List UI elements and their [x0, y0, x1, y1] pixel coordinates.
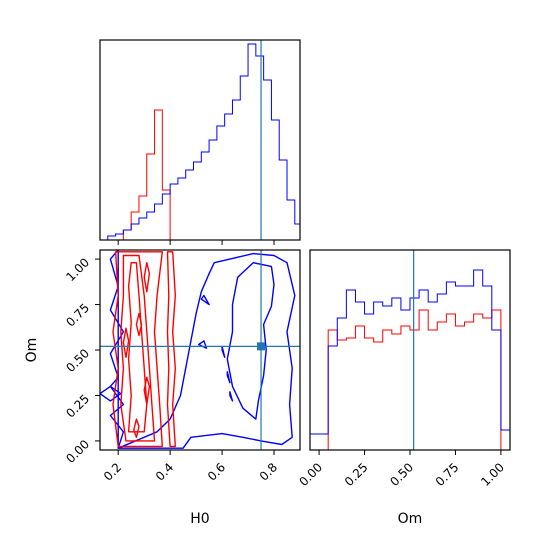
om-x-axis-label: Om — [398, 511, 423, 527]
joint-panel: 0.2 0.4 0.6 0.8 0.00 0.25 0.50 0.75 1.00 H0 Om — [24, 249, 301, 527]
om-x-tick-label: 0.75 — [433, 460, 462, 489]
om-histogram-series — [309, 269, 510, 451]
joint-x-tick-label: 0.4 — [153, 460, 176, 483]
joint-x-tick-label: 0.2 — [101, 460, 124, 483]
contour-red-15 — [143, 376, 151, 406]
joint-contours — [100, 250, 296, 449]
joint-y-tick-label: 0.50 — [63, 346, 92, 375]
contour-red-13 — [122, 327, 130, 358]
joint-y-tick-label: 1.00 — [63, 255, 92, 284]
om-x-tick-label: 0.50 — [387, 460, 416, 489]
h0-red-histogram — [100, 109, 300, 241]
joint-y-axis-label: Om — [24, 338, 40, 363]
om-histogram-panel: 0.00 0.25 0.50 0.75 1.00 Om — [296, 249, 511, 527]
om-histogram-ticks: 0.00 0.25 0.50 0.75 1.00 — [296, 450, 507, 489]
joint-x-tick-label: 0.6 — [205, 460, 228, 483]
h0-blue-histogram — [100, 43, 300, 241]
om-blue-histogram — [309, 269, 510, 450]
contour-blue-4 — [197, 340, 208, 349]
joint-truth-marker — [257, 342, 266, 351]
om-x-tick-label: 1.00 — [478, 460, 507, 489]
contour-red-16 — [133, 418, 140, 438]
joint-x-tick-label: 0.8 — [257, 460, 280, 483]
contour-blue-6 — [226, 371, 231, 384]
om-x-tick-label: 0.00 — [296, 460, 325, 489]
contour-red-17 — [166, 251, 177, 448]
joint-y-tick-label: 0.25 — [63, 392, 92, 421]
contour-blue-3 — [200, 294, 210, 306]
contour-blue-1 — [117, 252, 296, 449]
contour-blue-8 — [100, 385, 122, 402]
om-red-histogram — [310, 309, 510, 451]
contour-blue-0 — [109, 250, 125, 449]
contour-red-14 — [135, 312, 143, 337]
contour-blue-5 — [221, 345, 226, 358]
joint-y-tick-label: 0.75 — [63, 301, 92, 330]
h0-histogram-panel — [99, 39, 301, 245]
om-histogram-frame — [309, 249, 511, 451]
contour-red-9 — [112, 251, 164, 448]
joint-x-ticks: 0.2 0.4 0.6 0.8 — [101, 450, 280, 484]
contour-blue-7 — [229, 391, 234, 402]
h0-histogram-frame — [99, 39, 301, 241]
contour-red-10 — [120, 254, 156, 442]
contour-red-12 — [143, 262, 151, 293]
contour-red-11 — [127, 262, 148, 433]
joint-y-tick-label: 0.00 — [63, 437, 92, 466]
h0-histogram-series — [100, 43, 300, 241]
joint-x-axis-label: H0 — [190, 511, 209, 527]
h0-histogram-ticks — [117, 240, 275, 245]
contour-blue-2 — [226, 262, 275, 420]
joint-y-ticks: 0.00 0.25 0.50 0.75 1.00 — [63, 255, 100, 466]
om-x-tick-label: 0.25 — [342, 460, 371, 489]
